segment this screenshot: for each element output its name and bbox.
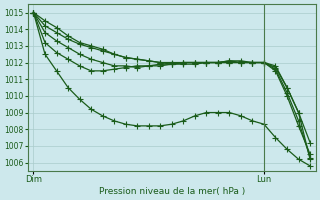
X-axis label: Pression niveau de la mer( hPa ): Pression niveau de la mer( hPa ) (99, 187, 245, 196)
